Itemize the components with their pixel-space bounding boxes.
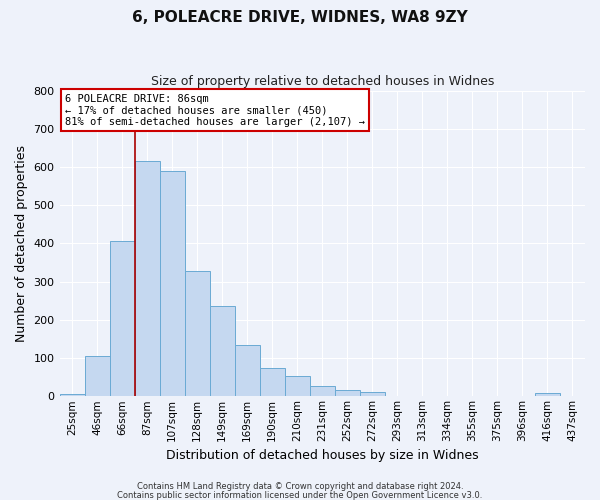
Text: Contains public sector information licensed under the Open Government Licence v3: Contains public sector information licen…: [118, 490, 482, 500]
Bar: [110, 242, 134, 396]
Bar: [59, 394, 85, 396]
Bar: [235, 344, 260, 397]
Text: 6 POLEACRE DRIVE: 86sqm
← 17% of detached houses are smaller (450)
81% of semi-d: 6 POLEACRE DRIVE: 86sqm ← 17% of detache…: [65, 94, 365, 127]
Bar: [310, 386, 335, 396]
Bar: [535, 393, 560, 396]
Y-axis label: Number of detached properties: Number of detached properties: [15, 145, 28, 342]
Bar: [209, 306, 235, 396]
Bar: [134, 162, 160, 396]
Text: 6, POLEACRE DRIVE, WIDNES, WA8 9ZY: 6, POLEACRE DRIVE, WIDNES, WA8 9ZY: [132, 10, 468, 25]
Bar: [260, 368, 285, 396]
Bar: [85, 356, 110, 397]
Bar: [160, 171, 185, 396]
Text: Contains HM Land Registry data © Crown copyright and database right 2024.: Contains HM Land Registry data © Crown c…: [137, 482, 463, 491]
Bar: [285, 376, 310, 396]
Title: Size of property relative to detached houses in Widnes: Size of property relative to detached ho…: [151, 75, 494, 88]
Bar: [360, 392, 385, 396]
X-axis label: Distribution of detached houses by size in Widnes: Distribution of detached houses by size …: [166, 450, 479, 462]
Bar: [335, 390, 360, 396]
Bar: [185, 271, 209, 396]
